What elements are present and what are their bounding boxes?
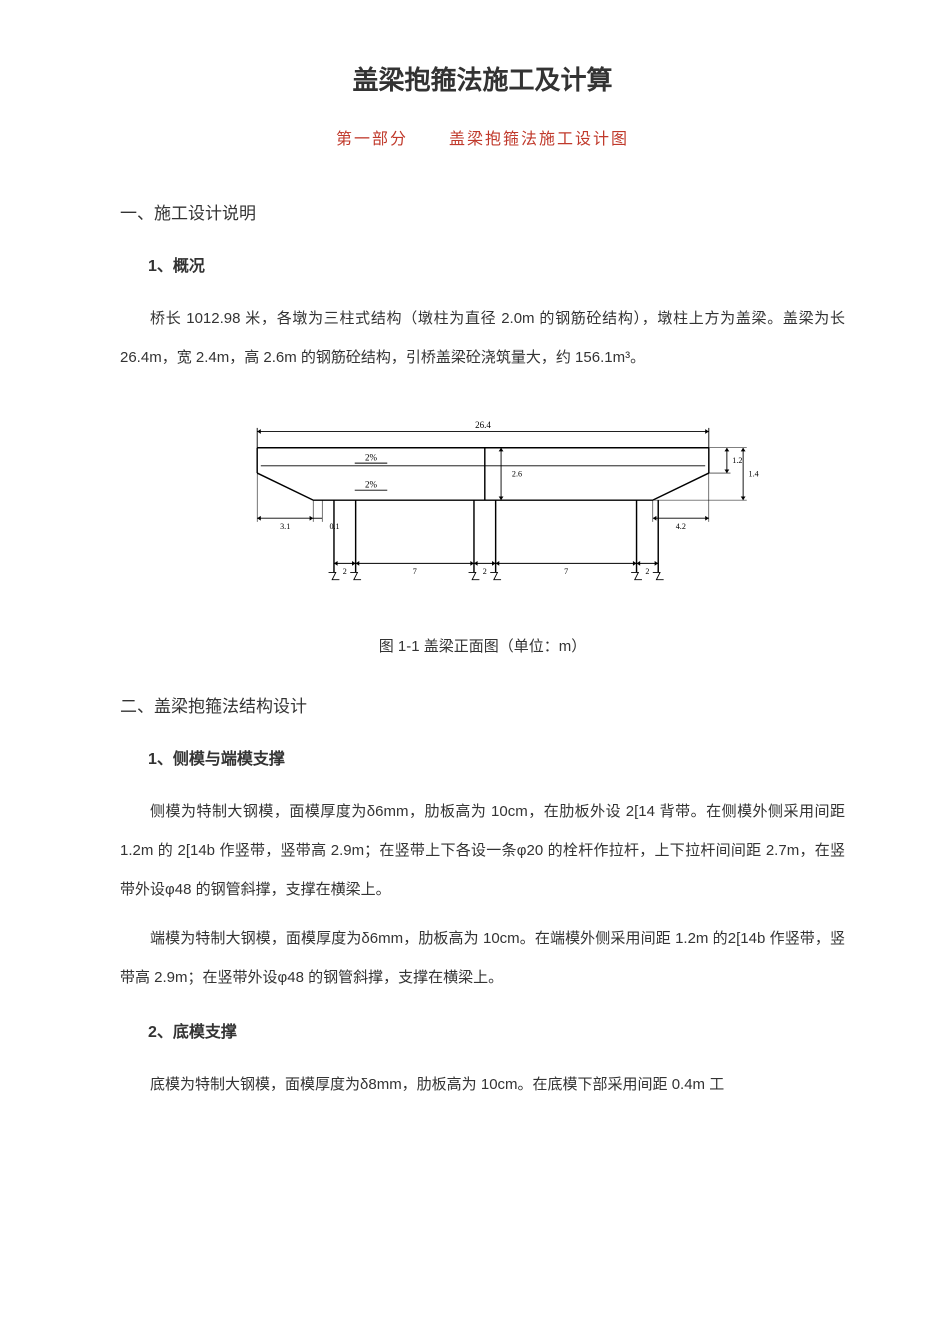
figure-caption: 图 1-1 盖梁正面图（单位：m）: [120, 635, 845, 656]
svg-text:7: 7: [564, 567, 568, 576]
section-2-heading: 二、盖梁抱箍法结构设计: [120, 690, 845, 724]
figure-1-1: 26.4 2% 2% 2.6 1.2 1.4 3.1 0.1 4.2 2 7 2 7 2: [120, 411, 845, 611]
section-2-1-heading: 1、侧模与端模支撑: [148, 744, 845, 776]
svg-text:2: 2: [645, 567, 649, 576]
section-2-2-heading: 2、底模支撑: [148, 1017, 845, 1049]
para-bottom-form: 底模为特制大钢模，面模厚度为δ8mm，肋板高为 10cm。在底模下部采用间距 0…: [120, 1065, 845, 1104]
page-subtitle: 第一部分 盖梁抱箍法施工设计图: [120, 125, 845, 149]
svg-text:7: 7: [412, 567, 416, 576]
svg-text:2: 2: [342, 567, 346, 576]
para-end-form: 端模为特制大钢模，面模厚度为δ6mm，肋板高为 10cm。在端模外侧采用间距 1…: [120, 919, 845, 997]
page-title: 盖梁抱箍法施工及计算: [120, 60, 845, 97]
svg-text:1.2: 1.2: [732, 456, 742, 465]
svg-text:26.4: 26.4: [475, 420, 491, 430]
svg-text:0.1: 0.1: [329, 522, 339, 531]
svg-text:2.6: 2.6: [511, 470, 521, 479]
subtitle-part1: 第一部分: [336, 131, 408, 148]
beam-elevation-diagram: 26.4 2% 2% 2.6 1.2 1.4 3.1 0.1 4.2 2 7 2 7 2: [203, 411, 763, 611]
subtitle-part2: 盖梁抱箍法施工设计图: [449, 131, 629, 148]
svg-text:1.4: 1.4: [748, 470, 758, 479]
para-overview: 桥长 1012.98 米，各墩为三柱式结构（墩柱为直径 2.0m 的钢筋砼结构）…: [120, 299, 845, 377]
svg-text:2%: 2%: [364, 480, 377, 490]
svg-text:2: 2: [482, 567, 486, 576]
para-side-form: 侧模为特制大钢模，面模厚度为δ6mm，肋板高为 10cm，在肋板外设 2[14 …: [120, 792, 845, 909]
section-1-heading: 一、施工设计说明: [120, 197, 845, 231]
svg-text:2%: 2%: [364, 452, 377, 462]
svg-text:3.1: 3.1: [280, 522, 290, 531]
section-1-1-heading: 1、概况: [148, 251, 845, 283]
svg-text:4.2: 4.2: [675, 522, 685, 531]
